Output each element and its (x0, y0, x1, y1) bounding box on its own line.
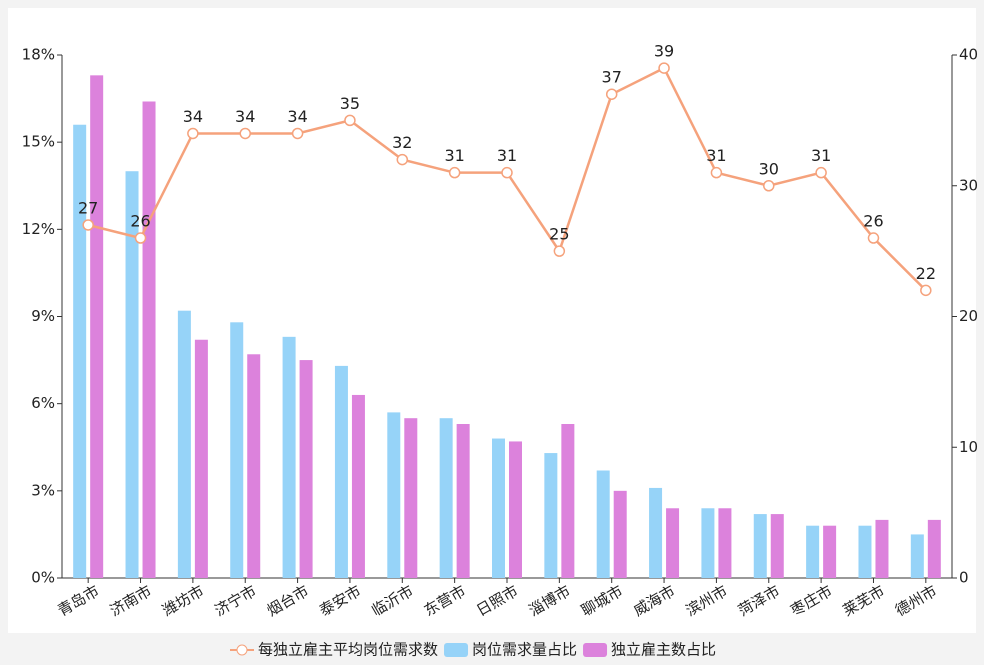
y2-tick-label: 40 (959, 46, 978, 64)
bar (230, 322, 244, 578)
data-label: 34 (287, 107, 307, 126)
line-point (815, 166, 827, 179)
bar (718, 508, 732, 578)
line-point (867, 232, 880, 244)
bar (351, 394, 365, 578)
bar (770, 514, 784, 578)
data-label: 27 (78, 198, 98, 217)
data-label: 22 (916, 264, 936, 283)
y-tick-label: 6% (31, 394, 55, 412)
bar (125, 171, 139, 578)
bar (823, 525, 837, 578)
line-point (396, 153, 409, 166)
y-tick-label: 12% (22, 220, 55, 238)
data-label: 32 (392, 133, 412, 152)
legend-label: 岗位需求量占比 (472, 641, 577, 659)
line-point (448, 166, 461, 179)
bar (387, 412, 401, 578)
line-point (239, 127, 251, 140)
line-point (291, 127, 304, 140)
y2-tick-label: 30 (959, 176, 978, 194)
data-label: 31 (706, 146, 726, 165)
data-label: 25 (549, 225, 569, 244)
y2-tick-label: 20 (959, 307, 978, 325)
line-point (710, 166, 723, 179)
bar (910, 534, 924, 578)
data-label: 39 (654, 42, 674, 61)
bar (509, 441, 522, 578)
bar (613, 490, 627, 578)
line-point (187, 127, 199, 140)
y-tick-label: 3% (31, 481, 55, 499)
bar (456, 424, 470, 578)
bar (439, 418, 453, 578)
y-tick-label: 0% (31, 569, 55, 587)
bar (666, 508, 680, 578)
y2-tick-label: 0 (959, 569, 969, 587)
bar (753, 514, 767, 578)
data-label: 26 (130, 212, 150, 231)
bar (544, 453, 558, 578)
bar (142, 101, 156, 578)
bar (299, 360, 313, 578)
data-label: 31 (811, 146, 831, 165)
data-label: 26 (863, 212, 883, 231)
legend-label: 独立雇主数占比 (611, 641, 716, 659)
y-tick-label: 9% (31, 307, 55, 325)
bar (73, 124, 87, 578)
bar (334, 365, 348, 578)
bar (858, 525, 872, 578)
bar (404, 418, 418, 578)
line-point (605, 88, 618, 100)
bar (649, 487, 663, 578)
legend-label: 每独立雇主平均岗位需求数 (258, 641, 438, 659)
legend-swatch (444, 643, 469, 657)
bar (806, 525, 820, 578)
legend-swatch (583, 643, 608, 657)
line-point (920, 284, 932, 297)
data-label: 30 (759, 159, 779, 178)
line-point (134, 232, 147, 244)
bar (596, 470, 610, 578)
y-tick-label: 15% (22, 133, 55, 151)
y-tick-label: 18% (22, 46, 55, 64)
bar (177, 310, 191, 578)
bar (875, 519, 889, 578)
data-label: 34 (183, 107, 203, 126)
data-label: 35 (340, 94, 360, 113)
bar (282, 336, 296, 578)
line-point (82, 219, 94, 231)
bar (194, 339, 208, 578)
bar (927, 519, 941, 578)
bar (701, 508, 715, 578)
line-point (501, 166, 513, 179)
data-label: 37 (602, 68, 622, 87)
bar (561, 424, 575, 578)
y2-tick-label: 10 (959, 438, 978, 456)
line-point (763, 180, 775, 192)
data-label: 34 (235, 107, 255, 126)
bar (247, 354, 261, 578)
bar (492, 438, 505, 578)
data-label: 31 (497, 146, 517, 165)
data-label: 31 (444, 146, 464, 165)
line-point (553, 245, 566, 257)
bar (90, 75, 104, 578)
line-point (344, 114, 356, 127)
line-point (658, 62, 670, 74)
legend-marker (236, 644, 248, 656)
